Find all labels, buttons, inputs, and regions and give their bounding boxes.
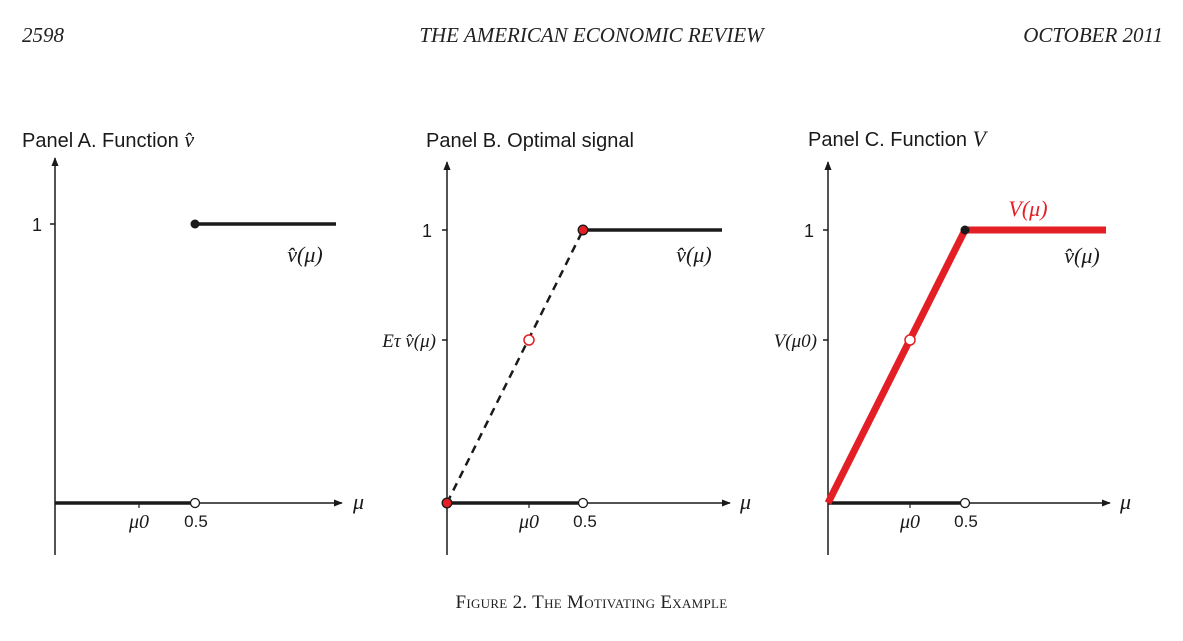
panel-a-title: Panel A. Function v̂: [22, 127, 194, 152]
panel-b-x-axis-label: μ: [739, 489, 751, 514]
panel-a-y-tick-1: 1: [32, 215, 42, 235]
panel-c-x-tick-mu0: μ0: [899, 511, 920, 533]
panel-a-closed-point: [191, 220, 200, 229]
panel-c: Panel C. Function V 1 V(μ0) V(μ) v̂(μ) μ…: [774, 126, 1131, 555]
panel-a-x-axis-label: μ: [352, 489, 364, 514]
panel-b-origin-point: [442, 498, 452, 508]
figure-caption: Figure 2. The Motivating Example: [0, 592, 1183, 614]
panel-b: Panel B. Optimal signal 1 Eτ v̂(μ) v̂(μ)…: [381, 130, 751, 555]
panel-a-open-point: [191, 499, 200, 508]
panel-c-y-mid-label: V(μ0): [774, 331, 817, 352]
panel-c-value-point: [905, 335, 915, 345]
panel-b-dashed-signal-line: [447, 230, 583, 503]
panel-c-concavification-line: [828, 230, 1106, 503]
panel-b-high-point: [578, 225, 588, 235]
panel-b-y-tick-1: 1: [422, 221, 432, 241]
panel-b-curve-label: v̂(μ): [676, 242, 711, 267]
panel-c-y-tick-1: 1: [804, 221, 814, 241]
panel-a-x-tick-05: 0.5: [184, 512, 208, 531]
panel-c-x-axis-label: μ: [1119, 489, 1131, 514]
panel-b-open-point: [579, 499, 588, 508]
panel-a: Panel A. Function v̂ 1 v̂(μ) μ μ0 0.5: [22, 127, 364, 555]
panel-c-concav-label: V(μ): [1008, 196, 1047, 221]
panel-b-expected-value-point: [524, 335, 534, 345]
panel-a-x-tick-mu0: μ0: [128, 511, 149, 533]
panel-c-curve-label: v̂(μ): [1064, 243, 1099, 268]
panel-b-x-tick-mu0: μ0: [518, 511, 539, 533]
panel-c-x-tick-05: 0.5: [954, 512, 978, 531]
panel-b-x-tick-05: 0.5: [573, 512, 597, 531]
panel-a-curve-label: v̂(μ): [287, 242, 322, 267]
panel-b-y-mid-label: Eτ v̂(μ): [381, 331, 436, 352]
panel-c-title: Panel C. Function V: [808, 126, 989, 151]
panel-c-open-point: [961, 499, 970, 508]
panel-c-high-point: [961, 226, 970, 235]
panel-b-title: Panel B. Optimal signal: [426, 130, 634, 152]
